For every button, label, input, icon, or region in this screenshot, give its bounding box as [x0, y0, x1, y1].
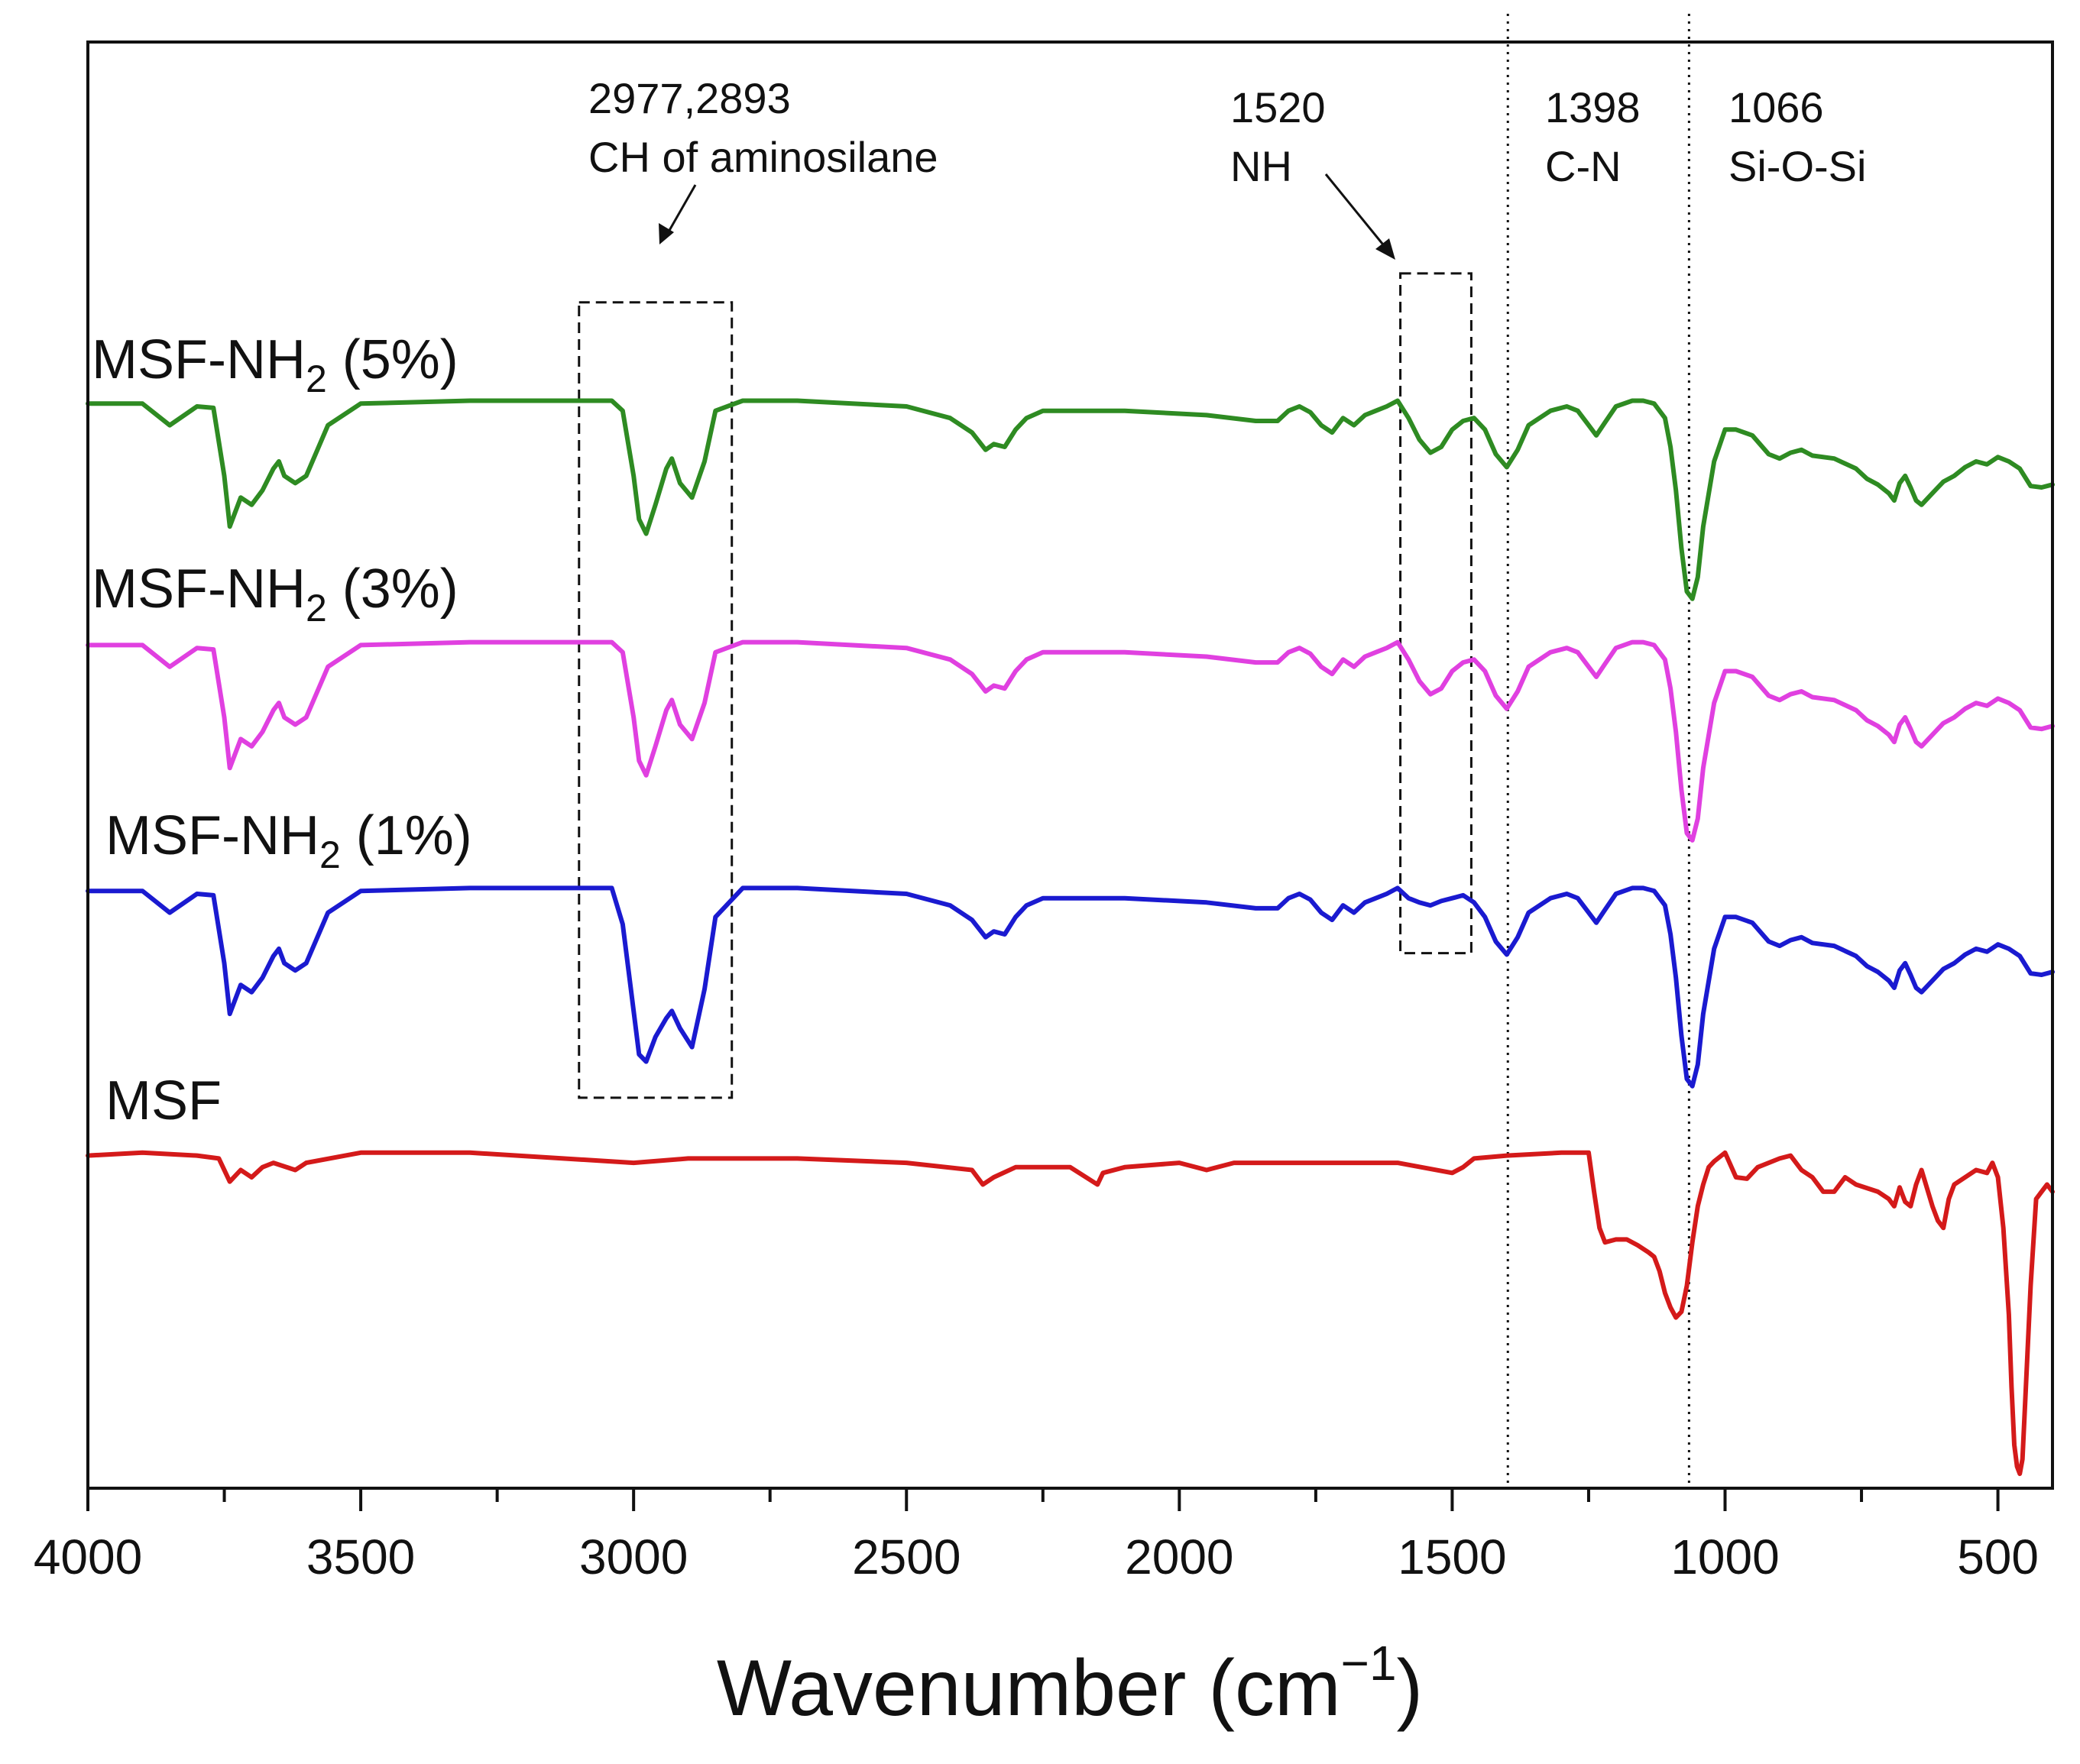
series-label-5pct-main: MSF-NH — [92, 329, 306, 390]
series-labels: MSF-NH2 (5%) MSF-NH2 (3%) MSF-NH2 (1%) M… — [92, 329, 472, 1131]
x-tick-label-4000: 4000 — [34, 1529, 142, 1584]
series-label-3pct: MSF-NH2 (3%) — [92, 558, 458, 630]
series-label-5pct: MSF-NH2 (5%) — [92, 329, 458, 400]
annotation-nh-label: NH — [1230, 142, 1292, 190]
x-tick-label-3500: 3500 — [306, 1529, 415, 1584]
series-label-msf: MSF — [105, 1070, 222, 1131]
plot-area — [86, 14, 2055, 1490]
x-axis: 4000 3500 3000 2500 2000 1500 1000 500 — [34, 1488, 2039, 1584]
series-line-msf — [86, 1150, 2055, 1477]
annotation-box-0 — [578, 301, 734, 1099]
annotation-sios-wavenumber: 1066 — [1728, 83, 1824, 131]
series-label-3pct-main: MSF-NH — [92, 558, 306, 620]
x-tick-label-2500: 2500 — [852, 1529, 961, 1584]
annotation-ch-label: CH of aminosilane — [588, 133, 938, 181]
annotation-cn-label: C-N — [1545, 142, 1622, 190]
arrow-ch-head — [659, 223, 674, 244]
series-label-3pct-tail: (3%) — [327, 558, 458, 620]
annotation-cn-wavenumber: 1398 — [1545, 83, 1641, 131]
annotation-boxes — [578, 272, 1473, 1099]
x-tick-label-1000: 1000 — [1670, 1529, 1779, 1584]
annotation-ch-wavenumbers: 2977,2893 — [588, 74, 791, 122]
series-lines — [86, 398, 2055, 1477]
x-axis-title: Wavenumber (cm−1) — [717, 1636, 1423, 1733]
series-line-msf-nh2-5 — [86, 398, 2055, 601]
series-label-1pct: MSF-NH2 (1%) — [105, 805, 472, 876]
annotation-sios-label: Si-O-Si — [1728, 142, 1866, 190]
series-label-1pct-tail: (1%) — [341, 805, 472, 866]
x-axis-title-close: ) — [1397, 1644, 1424, 1733]
x-tick-label-1500: 1500 — [1398, 1529, 1506, 1584]
arrow-nh-head — [1375, 238, 1395, 260]
reference-lines — [1506, 14, 1690, 1488]
plot-frame — [86, 40, 2054, 1490]
arrow-ch — [659, 184, 697, 244]
annotation-nh-wavenumber: 1520 — [1230, 83, 1326, 131]
series-label-5pct-tail: (5%) — [327, 329, 458, 390]
x-tick-label-3000: 3000 — [579, 1529, 688, 1584]
series-label-5pct-sub: 2 — [306, 358, 327, 400]
annotation-box-1 — [1399, 272, 1473, 955]
x-tick-label-2000: 2000 — [1125, 1529, 1233, 1584]
series-label-1pct-main: MSF-NH — [105, 805, 319, 866]
series-label-3pct-sub: 2 — [306, 587, 327, 630]
annotations: 2977,2893 CH of aminosilane 1520 NH 1398… — [588, 74, 1866, 260]
series-line-msf-nh2-1 — [86, 885, 2055, 1089]
x-tick-label-500: 500 — [1957, 1529, 2039, 1584]
series-line-msf-nh2-3 — [86, 639, 2055, 843]
arrow-nh-shaft — [1324, 173, 1391, 253]
series-label-1pct-sub: 2 — [319, 833, 341, 876]
x-axis-title-text: Wavenumber (cm — [717, 1644, 1341, 1733]
x-axis-title-sup: −1 — [1341, 1636, 1397, 1691]
arrow-nh — [1324, 173, 1395, 260]
arrow-ch-shaft — [663, 184, 697, 239]
